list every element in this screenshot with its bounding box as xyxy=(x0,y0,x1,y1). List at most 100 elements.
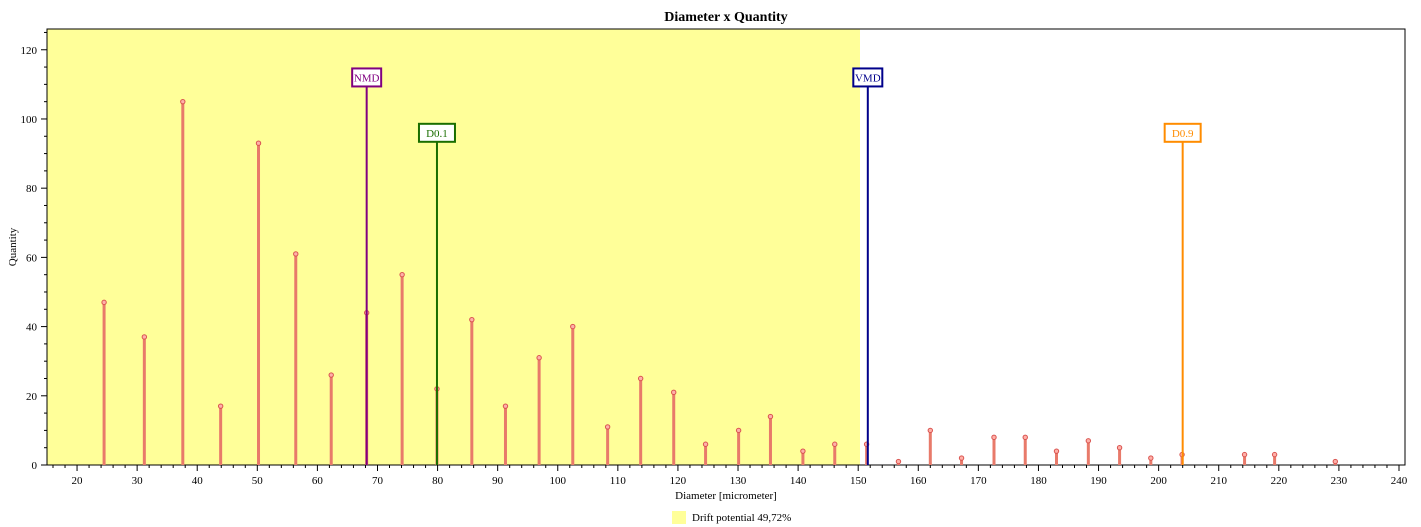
x-tick-label: 70 xyxy=(372,475,384,487)
bar-point xyxy=(895,458,902,465)
bar-point xyxy=(702,441,709,447)
bar-point xyxy=(469,316,475,323)
bar xyxy=(180,98,186,465)
bar xyxy=(927,427,934,465)
drift-potential-region xyxy=(47,29,860,465)
legend-label: Drift potential 49,72% xyxy=(692,512,791,524)
y-tick-label: 120 xyxy=(21,45,38,57)
bar xyxy=(1116,444,1123,465)
x-tick-label: 180 xyxy=(1030,475,1047,487)
bar xyxy=(958,455,965,465)
bar-point xyxy=(180,98,186,105)
bar xyxy=(1053,448,1060,465)
bar xyxy=(570,323,576,465)
bar-point xyxy=(735,427,742,434)
y-axis: 0 20 40 60 80 100 120 xyxy=(21,29,48,472)
bar-point xyxy=(991,434,997,441)
bar-point xyxy=(604,424,611,430)
x-tick-label: 90 xyxy=(492,475,504,487)
bar-point xyxy=(1085,438,1092,444)
bar xyxy=(502,403,509,465)
bar xyxy=(767,413,774,465)
x-tick-label: 40 xyxy=(192,475,204,487)
bar-point xyxy=(101,299,107,306)
x-tick-label: 140 xyxy=(790,475,807,487)
x-tick-label: 240 xyxy=(1391,475,1408,487)
bar xyxy=(1271,451,1278,465)
x-tick-label: 120 xyxy=(670,475,687,487)
x-tick-label: 30 xyxy=(132,475,144,487)
marker-label: D0.1 xyxy=(426,128,448,140)
x-tick-label: 80 xyxy=(432,475,444,487)
bar xyxy=(895,458,902,465)
bar xyxy=(702,441,709,465)
y-tick-label: 20 xyxy=(26,391,38,403)
marker-label: D0.9 xyxy=(1172,128,1194,140)
bar-point xyxy=(637,375,644,382)
bar-point xyxy=(1271,451,1278,458)
y-tick-label: 80 xyxy=(26,183,38,195)
bar-point xyxy=(1148,455,1154,461)
bar-point xyxy=(293,251,299,257)
bar xyxy=(293,251,299,465)
legend: Drift potential 49,72% xyxy=(672,511,791,524)
bar xyxy=(991,434,997,465)
y-tick-label: 60 xyxy=(26,252,38,264)
bar xyxy=(1332,458,1338,465)
bar-point xyxy=(255,140,262,146)
x-tick-label: 110 xyxy=(610,475,627,487)
x-tick-label: 150 xyxy=(850,475,867,487)
bar xyxy=(101,299,107,465)
bar xyxy=(1085,438,1092,465)
y-tick-label: 40 xyxy=(26,322,38,334)
bar-point xyxy=(328,372,334,378)
bar-point xyxy=(502,403,509,409)
bar xyxy=(328,372,334,465)
marker-lines: NMD D0.1 VMD D0.9 xyxy=(351,67,1202,465)
bar xyxy=(536,355,542,465)
marker-vmd: VMD xyxy=(852,67,884,465)
marker-box xyxy=(351,67,383,88)
bar-point xyxy=(399,271,405,278)
bar xyxy=(832,441,838,465)
chart-title: Diameter x Quantity xyxy=(664,10,787,25)
bar xyxy=(800,448,806,465)
bar-point xyxy=(1241,451,1248,458)
bar-point xyxy=(927,427,934,434)
x-tick-label: 220 xyxy=(1271,475,1288,487)
bar xyxy=(735,427,742,465)
bar-point xyxy=(141,334,148,340)
marker-box xyxy=(1163,122,1202,143)
x-tick-label: 200 xyxy=(1150,475,1167,487)
x-tick-label: 20 xyxy=(72,475,84,487)
x-tick-label: 160 xyxy=(910,475,927,487)
bar-point xyxy=(1116,444,1123,451)
bar xyxy=(671,389,677,465)
y-tick-label: 0 xyxy=(32,460,38,472)
x-tick-label: 100 xyxy=(550,475,567,487)
bar-point xyxy=(1332,458,1338,465)
bar-point xyxy=(536,355,542,361)
marker-d09: D0.9 xyxy=(1163,122,1202,465)
bar xyxy=(604,424,611,465)
bar-point xyxy=(570,323,576,330)
x-axis-label: Diameter [micrometer] xyxy=(675,490,777,502)
bar-point xyxy=(800,448,806,454)
bar xyxy=(255,140,262,465)
bar xyxy=(141,334,148,465)
x-tick-label: 50 xyxy=(252,475,264,487)
bar-point xyxy=(767,413,774,420)
marker-label: VMD xyxy=(855,72,881,84)
bar xyxy=(469,316,475,465)
legend-swatch xyxy=(672,511,686,524)
bar-point xyxy=(1053,448,1060,454)
bar-point xyxy=(958,455,965,461)
bar xyxy=(637,375,644,465)
bar xyxy=(1022,434,1028,465)
bar-point xyxy=(217,403,224,409)
marker-box xyxy=(417,122,456,143)
marker-d01: D0.1 xyxy=(417,122,456,465)
x-tick-label: 170 xyxy=(970,475,987,487)
bar xyxy=(1148,455,1154,465)
